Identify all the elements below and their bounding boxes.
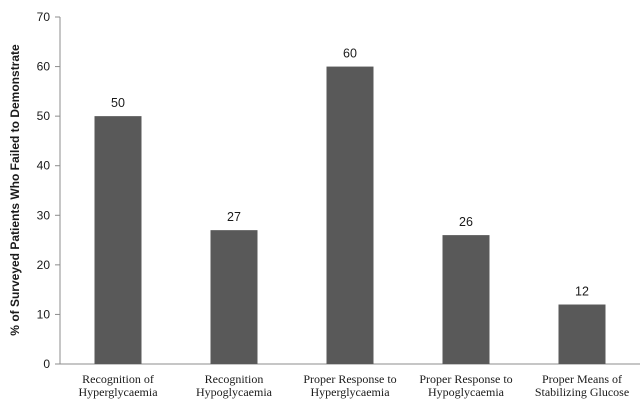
x-tick-label-line: Hyperglycaemia <box>310 385 390 399</box>
x-tick-label-line: Proper Means of <box>542 372 622 386</box>
y-tick-label: 20 <box>37 258 51 272</box>
data-label: 27 <box>227 210 241 224</box>
x-tick-label-line: Hypoglycaemia <box>428 385 505 399</box>
data-label: 12 <box>575 285 589 299</box>
bar <box>94 116 142 365</box>
data-label: 26 <box>459 215 473 229</box>
bar <box>326 66 374 365</box>
x-tick-label-line: Recognition <box>205 372 264 386</box>
bar <box>210 230 258 364</box>
x-tick-label: Recognition Hypoglycaemia <box>196 372 273 399</box>
y-tick-label: 50 <box>37 109 51 123</box>
y-tick-label: 0 <box>43 357 50 371</box>
y-tick-label: 60 <box>37 60 51 74</box>
data-labels: 50 27 60 26 12 <box>111 47 589 299</box>
x-tick-label-line: Hypoglycaemia <box>196 385 273 399</box>
x-tick-label: Proper Response to Hyperglycaemia <box>303 372 396 399</box>
y-tick-label: 70 <box>37 10 51 24</box>
y-axis-title-group: % of Surveyed Patients Who Failed to Dem… <box>8 44 22 336</box>
x-tick-label-line: Hyperglycaemia <box>78 385 158 399</box>
bar <box>442 235 490 364</box>
data-label: 50 <box>111 96 125 110</box>
x-tick-label: Recognition of Hyperglycaemia <box>78 372 158 399</box>
x-tick-label-line: Recognition of <box>82 372 154 386</box>
y-tick-label: 40 <box>37 159 51 173</box>
x-tick-label-line: Proper Response to <box>419 372 512 386</box>
y-tick-label: 10 <box>37 307 51 321</box>
data-label: 60 <box>343 47 357 61</box>
y-axis-title: % of Surveyed Patients Who Failed to Dem… <box>8 44 22 336</box>
x-tick-label: Proper Response to Hypoglycaemia <box>419 372 512 399</box>
y-ticks: 0 10 20 30 40 50 60 70 <box>37 10 60 371</box>
x-tick-label-line: Stabilizing Glucose <box>535 385 629 399</box>
bars <box>94 66 606 365</box>
x-tick-label-line: Proper Response to <box>303 372 396 386</box>
y-tick-label: 30 <box>37 208 51 222</box>
bar <box>558 304 606 364</box>
x-tick-label: Proper Means of Stabilizing Glucose <box>535 372 629 399</box>
